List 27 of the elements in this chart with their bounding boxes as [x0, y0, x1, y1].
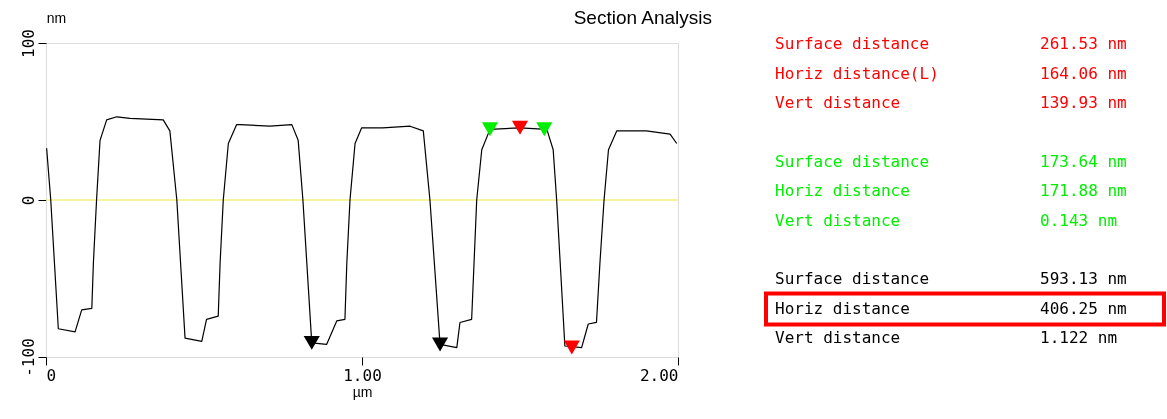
text: Vert distance: [775, 328, 901, 347]
x-axis-title: µm: [352, 383, 373, 400]
text: 593.13 nm: [1040, 269, 1127, 288]
text: 1.122 nm: [1040, 328, 1118, 347]
text: Horiz distance: [775, 298, 910, 318]
text: Surface distance: [775, 151, 930, 171]
text: Horiz distance(L): [775, 63, 939, 83]
x-tick-label: 0: [46, 365, 57, 385]
text: 173.64 nm: [1040, 151, 1127, 171]
text: Vert distance: [775, 93, 901, 112]
y-tick-label: 100: [18, 29, 38, 58]
text: 0.143 nm: [1040, 210, 1118, 230]
chart-title: Section Analysis: [573, 7, 712, 28]
y-tick-label: 0: [18, 195, 38, 206]
text: Horiz distance: [775, 181, 910, 200]
y-tick-label: -100: [18, 338, 38, 377]
text: 164.06 nm: [1040, 63, 1127, 83]
text: Surface distance: [775, 269, 930, 288]
y-axis-title: nm: [46, 9, 67, 26]
x-tick-label: 1.00: [343, 365, 382, 385]
text: Surface distance: [775, 34, 930, 53]
text: 406.25 nm: [1040, 298, 1127, 318]
text: Vert distance: [775, 210, 901, 230]
text: 139.93 nm: [1040, 93, 1127, 112]
text: 261.53 nm: [1040, 34, 1127, 53]
text: 171.88 nm: [1040, 181, 1127, 200]
x-tick-label: 2.00: [639, 365, 679, 385]
